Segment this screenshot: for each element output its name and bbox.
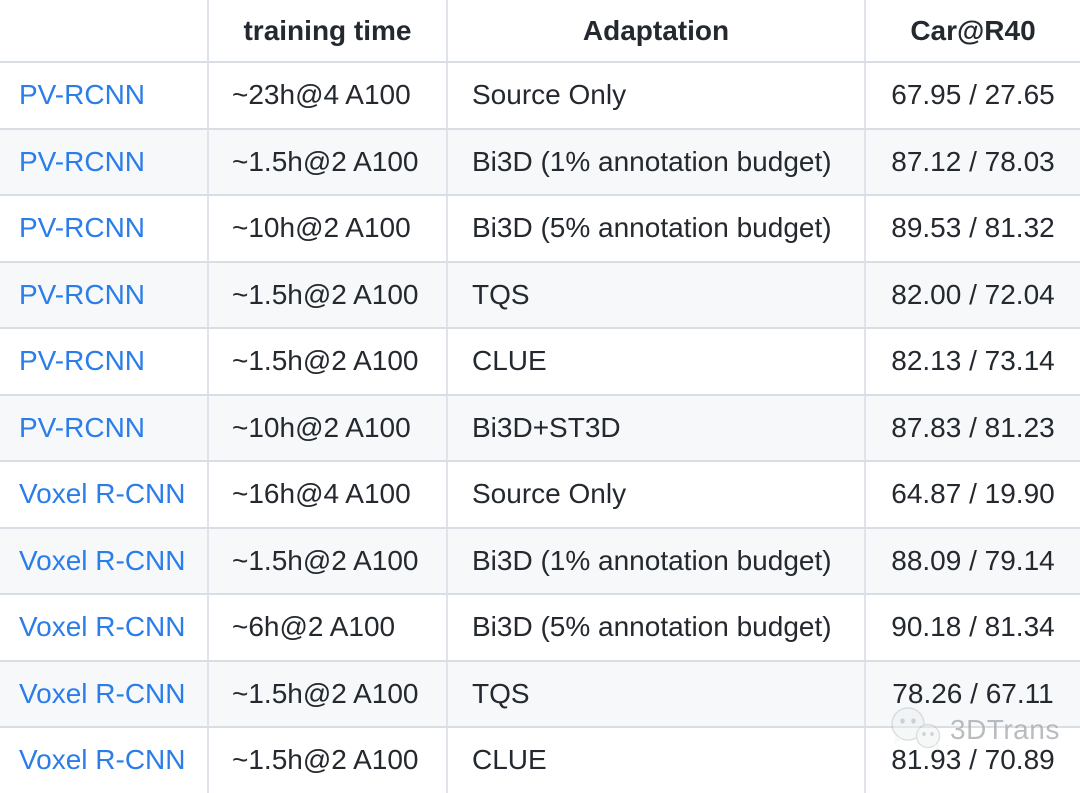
car-r40-cell: 87.83 / 81.23 [865, 394, 1080, 462]
table-row: PV-RCNN ~1.5h@2 A100 CLUE 82.13 / 73.14 [0, 328, 1080, 396]
table-row: PV-RCNN ~1.5h@2 A100 TQS 82.00 / 72.04 [0, 261, 1080, 329]
model-link[interactable]: Voxel R-CNN [19, 544, 186, 576]
car-r40-cell: 78.26 / 67.11 [865, 660, 1080, 728]
adaptation-cell: Bi3D (1% annotation budget) [447, 527, 866, 595]
adaptation-cell: TQS [447, 261, 866, 329]
model-link[interactable]: Voxel R-CNN [19, 677, 186, 709]
model-cell: PV-RCNN [0, 128, 209, 196]
training-time-cell: ~1.5h@2 A100 [208, 328, 448, 396]
header-cell-training-time: training time [208, 0, 448, 63]
model-cell: PV-RCNN [0, 394, 209, 462]
table-row: PV-RCNN ~10h@2 A100 Bi3D (5% annotation bu… [0, 195, 1080, 263]
table-body: PV-RCNN ~23h@4 A100 Source Only 67.95 / 27.… [0, 62, 1080, 793]
adaptation-cell: Bi3D (1% annotation budget) [447, 128, 866, 196]
car-r40-cell: 88.09 / 79.14 [865, 527, 1080, 595]
car-r40-cell: 64.87 / 19.90 [865, 461, 1080, 529]
table-row: PV-RCNN ~1.5h@2 A100 Bi3D (1% annotation b… [0, 128, 1080, 196]
model-link[interactable]: PV-RCNN [19, 411, 146, 443]
car-r40-cell: 82.00 / 72.04 [865, 261, 1080, 329]
adaptation-cell: Source Only [447, 461, 866, 529]
model-cell: Voxel R-CNN [0, 461, 209, 529]
car-r40-cell: 89.53 / 81.32 [865, 195, 1080, 263]
training-time-cell: ~1.5h@2 A100 [208, 727, 448, 793]
header-cell-car-r40: Car@R40 [865, 0, 1080, 63]
table-row: Voxel R-CNN ~1.5h@2 A100 CLUE 81.93 / 70.89 [0, 727, 1080, 793]
model-link[interactable]: PV-RCNN [19, 345, 146, 377]
training-time-cell: ~10h@2 A100 [208, 195, 448, 263]
table-row: Voxel R-CNN ~6h@2 A100 Bi3D (5% annotation… [0, 594, 1080, 662]
training-time-cell: ~16h@4 A100 [208, 461, 448, 529]
model-cell: Voxel R-CNN [0, 594, 209, 662]
model-link[interactable]: PV-RCNN [19, 79, 146, 111]
table-row: Voxel R-CNN ~1.5h@2 A100 TQS 78.26 / 67.11 [0, 660, 1080, 728]
training-time-cell: ~23h@4 A100 [208, 62, 448, 130]
table-header: training time Adaptation Car@R40 [0, 0, 1080, 63]
model-cell: PV-RCNN [0, 328, 209, 396]
model-cell: Voxel R-CNN [0, 727, 209, 793]
training-time-cell: ~6h@2 A100 [208, 594, 448, 662]
model-link[interactable]: PV-RCNN [19, 278, 146, 310]
training-time-cell: ~1.5h@2 A100 [208, 660, 448, 728]
model-link[interactable]: Voxel R-CNN [19, 744, 186, 776]
training-time-cell: ~1.5h@2 A100 [208, 261, 448, 329]
table-row: PV-RCNN ~10h@2 A100 Bi3D+ST3D 87.83 / 81.23 [0, 394, 1080, 462]
car-r40-cell: 67.95 / 27.65 [865, 62, 1080, 130]
model-cell: Voxel R-CNN [0, 660, 209, 728]
model-link[interactable]: PV-RCNN [19, 145, 146, 177]
model-link[interactable]: Voxel R-CNN [19, 611, 186, 643]
table-row: Voxel R-CNN ~16h@4 A100 Source Only 64.87 /… [0, 461, 1080, 529]
model-link[interactable]: PV-RCNN [19, 212, 146, 244]
adaptation-cell: TQS [447, 660, 866, 728]
adaptation-cell: Source Only [447, 62, 866, 130]
car-r40-cell: 81.93 / 70.89 [865, 727, 1080, 793]
header-cell-model [0, 0, 209, 63]
model-cell: PV-RCNN [0, 62, 209, 130]
car-r40-cell: 87.12 / 78.03 [865, 128, 1080, 196]
model-cell: PV-RCNN [0, 261, 209, 329]
adaptation-cell: CLUE [447, 328, 866, 396]
model-cell: PV-RCNN [0, 195, 209, 263]
table-row: Voxel R-CNN ~1.5h@2 A100 Bi3D (1% annotati… [0, 527, 1080, 595]
header-row: training time Adaptation Car@R40 [0, 0, 1080, 63]
adaptation-cell: Bi3D (5% annotation budget) [447, 594, 866, 662]
training-time-cell: ~10h@2 A100 [208, 394, 448, 462]
table-row: PV-RCNN ~23h@4 A100 Source Only 67.95 / 27.… [0, 62, 1080, 130]
car-r40-cell: 82.13 / 73.14 [865, 328, 1080, 396]
adaptation-cell: Bi3D+ST3D [447, 394, 866, 462]
header-cell-adaptation: Adaptation [447, 0, 866, 63]
training-time-cell: ~1.5h@2 A100 [208, 527, 448, 595]
training-time-cell: ~1.5h@2 A100 [208, 128, 448, 196]
model-link[interactable]: Voxel R-CNN [19, 478, 186, 510]
adaptation-cell: CLUE [447, 727, 866, 793]
model-cell: Voxel R-CNN [0, 527, 209, 595]
car-r40-cell: 90.18 / 81.34 [865, 594, 1080, 662]
adaptation-cell: Bi3D (5% annotation budget) [447, 195, 866, 263]
